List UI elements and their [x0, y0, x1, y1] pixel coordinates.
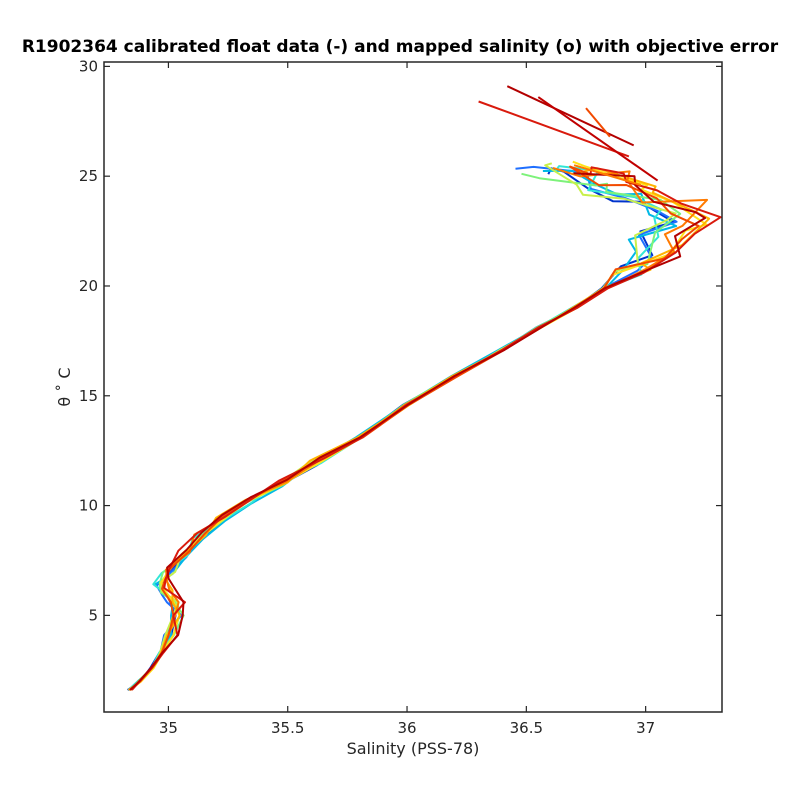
y-tick-label: 30: [79, 57, 98, 75]
x-tick-label: 36.5: [510, 719, 543, 737]
plot-area: [104, 62, 722, 712]
y-tick-label: 15: [79, 387, 98, 405]
y-axis-label: θ ˚ C: [55, 367, 74, 406]
x-axis-label: Salinity (PSS-78): [347, 739, 480, 758]
y-tick-label: 5: [88, 606, 98, 624]
x-tick-label: 35.5: [271, 719, 304, 737]
plot-background: [104, 62, 722, 712]
y-tick-label: 10: [79, 497, 98, 515]
x-tick-label: 36: [397, 719, 416, 737]
y-tick-label: 25: [79, 167, 98, 185]
chart: R1902364 calibrated float data (-) and m…: [0, 0, 800, 800]
y-tick-label: 20: [79, 277, 98, 295]
chart-title: R1902364 calibrated float data (-) and m…: [22, 37, 779, 57]
x-tick-label: 37: [636, 719, 655, 737]
x-tick-label: 35: [159, 719, 178, 737]
